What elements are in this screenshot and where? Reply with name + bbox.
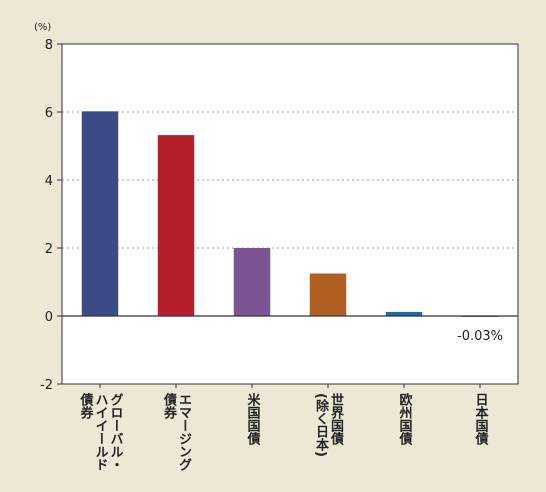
x-category-label-line: 米国国債: [245, 392, 262, 446]
y-tick-label: 4: [45, 174, 53, 189]
bar: [157, 135, 195, 316]
bar: [81, 111, 119, 316]
plot-area: [62, 44, 518, 384]
plot-border: [61, 43, 519, 385]
x-category-label-line: 欧州国債: [397, 392, 414, 446]
x-category-label-line: 日本国債: [473, 393, 490, 446]
x-category-label-line: 債券: [78, 392, 95, 420]
gridlines: [62, 111, 518, 249]
bar: [233, 248, 271, 316]
x-category-label-line: エマージング: [176, 393, 192, 471]
bar: [309, 273, 347, 316]
axes: [57, 43, 519, 388]
x-category-label: 欧州国債: [397, 392, 414, 446]
y-tick-label: 6: [45, 106, 53, 121]
x-category-label: 米国国債: [245, 392, 262, 446]
x-category-label: 世界国債(除く日本): [313, 392, 345, 456]
data-label: -0.03%: [457, 329, 503, 344]
y-unit-label: (%): [34, 22, 51, 33]
y-tick-label: -2: [40, 378, 53, 393]
x-category-label-line: 債券: [161, 392, 178, 420]
y-tick-label: 8: [45, 38, 53, 53]
x-category-label-line: (除く日本): [313, 393, 329, 457]
x-category-label: 日本国債: [473, 393, 490, 446]
y-tick-label: 0: [45, 310, 53, 325]
x-category-label-line: 世界国債: [328, 392, 345, 446]
x-category-label-line: グローバル・: [108, 392, 124, 471]
x-category-label-line: ハイイールド: [93, 393, 109, 471]
bar: [385, 311, 423, 316]
bars: [81, 111, 499, 318]
y-tick-label: 2: [45, 242, 53, 257]
